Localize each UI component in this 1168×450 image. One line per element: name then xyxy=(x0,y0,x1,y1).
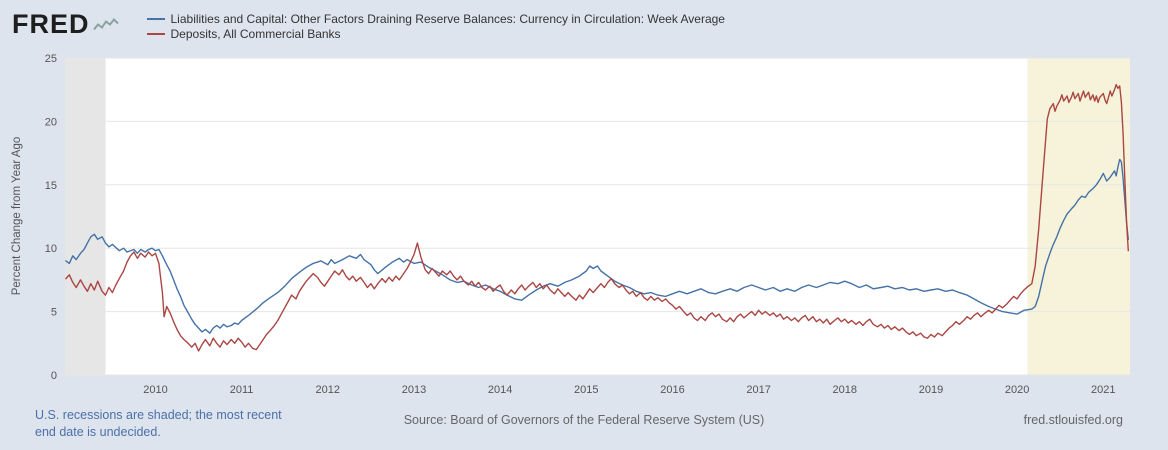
legend-line-swatch-blue xyxy=(146,17,165,20)
svg-text:2016: 2016 xyxy=(660,384,684,396)
fred-logo[interactable]: FRED xyxy=(12,10,119,38)
svg-text:2020: 2020 xyxy=(1005,384,1029,396)
fred-logo-sparkline-icon xyxy=(92,18,119,31)
svg-text:0: 0 xyxy=(51,370,57,382)
line-chart[interactable]: 0 5 10 15 20 25 2010 2011 2012 2013 2014 2015 2016 20… xyxy=(0,48,1168,400)
svg-text:2015: 2015 xyxy=(574,384,598,396)
svg-text:2018: 2018 xyxy=(833,384,857,396)
svg-text:2011: 2011 xyxy=(230,384,254,396)
legend-label: Liabilities and Capital: Other Factors D… xyxy=(170,11,725,26)
recession-note-line1: U.S. recessions are shaded; the most rec… xyxy=(35,408,282,422)
svg-text:2019: 2019 xyxy=(919,384,943,396)
svg-text:2010: 2010 xyxy=(143,384,167,396)
chart-legend: Liabilities and Capital: Other Factors D… xyxy=(146,10,725,41)
svg-text:5: 5 xyxy=(51,307,57,319)
svg-text:25: 25 xyxy=(45,53,57,65)
legend-item-currency-in-circulation[interactable]: Liabilities and Capital: Other Factors D… xyxy=(146,11,725,26)
svg-text:20: 20 xyxy=(45,116,57,128)
recession-note: U.S. recessions are shaded; the most rec… xyxy=(35,407,282,441)
footer: U.S. recessions are shaded; the most rec… xyxy=(0,400,1168,450)
svg-text:2013: 2013 xyxy=(402,384,426,396)
fred-logo-text: FRED xyxy=(12,9,90,39)
svg-text:2012: 2012 xyxy=(316,384,340,396)
chart-area[interactable]: Percent Change from Year Ago 0 5 10 15 20 25 2… xyxy=(0,48,1168,400)
fred-site-link[interactable]: fred.stlouisfed.org xyxy=(1023,413,1123,427)
legend-label: Deposits, All Commercial Banks xyxy=(170,26,341,41)
svg-text:10: 10 xyxy=(45,243,57,255)
svg-text:2021: 2021 xyxy=(1091,384,1115,396)
source-text: Source: Board of Governors of the Federa… xyxy=(403,413,765,427)
recession-note-line2: end date is undecided. xyxy=(35,424,161,439)
svg-text:2017: 2017 xyxy=(746,384,770,396)
svg-text:15: 15 xyxy=(45,180,57,192)
header: FRED Liabilities and Capital: Other Fact… xyxy=(0,0,1168,48)
y-axis-title: Percent Change from Year Ago xyxy=(11,136,23,296)
svg-text:2014: 2014 xyxy=(488,384,512,396)
legend-item-deposits[interactable]: Deposits, All Commercial Banks xyxy=(146,26,725,41)
legend-line-swatch-red xyxy=(146,32,165,35)
